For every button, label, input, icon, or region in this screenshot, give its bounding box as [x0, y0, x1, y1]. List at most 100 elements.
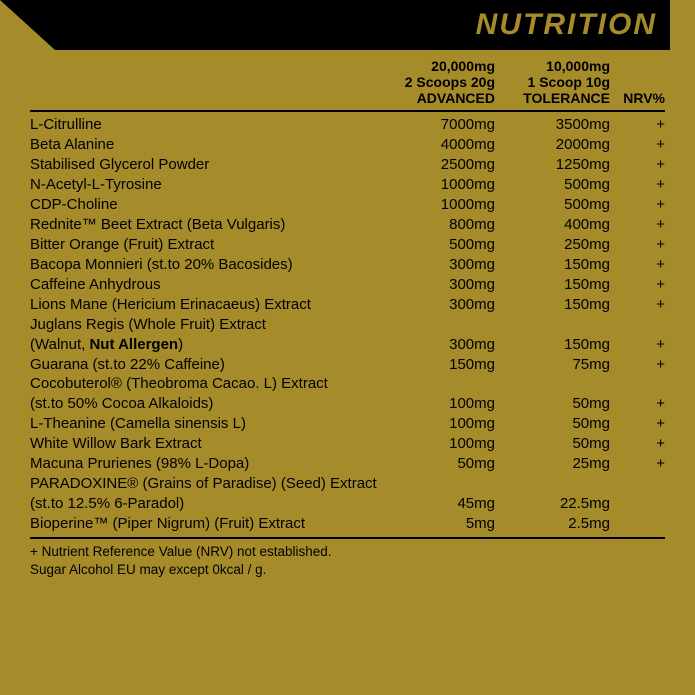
table-row: N-Acetyl-L-Tyrosine1000mg500mg+ — [30, 175, 665, 195]
table-row: Lions Mane (Hericium Erinacaeus) Extract… — [30, 295, 665, 315]
table-row: Stabilised Glycerol Powder2500mg1250mg+ — [30, 155, 665, 175]
ingredient-name: Rednite™ Beet Extract (Beta Vulgaris) — [30, 215, 380, 235]
value-tolerance: 25mg — [495, 454, 610, 474]
col-tol-l2: 1 Scoop 10g — [501, 74, 610, 90]
nutrition-panel: 20,000mg 2 Scoops 20g ADVANCED 10,000mg … — [0, 58, 695, 579]
value-nrv: + — [610, 175, 665, 195]
ingredient-name: Guarana (st.to 22% Caffeine) — [30, 355, 380, 375]
ingredient-name: L-Theanine (Camella sinensis L) — [30, 414, 380, 434]
col-advanced: 20,000mg 2 Scoops 20g ADVANCED — [380, 58, 495, 106]
value-nrv: + — [610, 394, 665, 414]
value-tolerance: 150mg — [495, 295, 610, 315]
col-adv-l1: 20,000mg — [380, 58, 495, 74]
ingredient-name: (Walnut, Nut Allergen) — [30, 335, 380, 355]
value-nrv: + — [610, 215, 665, 235]
table-row: L-Theanine (Camella sinensis L)100mg50mg… — [30, 414, 665, 434]
table-row: Beta Alanine4000mg2000mg+ — [30, 135, 665, 155]
table-row: L-Citrulline7000mg3500mg+ — [30, 115, 665, 135]
value-advanced: 7000mg — [380, 115, 495, 135]
ingredient-name: Lions Mane (Hericium Erinacaeus) Extract — [30, 295, 380, 315]
col-tolerance: 10,000mg 1 Scoop 10g TOLERANCE — [495, 58, 610, 106]
table-row: Juglans Regis (Whole Fruit) Extract — [30, 315, 665, 335]
ingredient-name: Bioperine™ (Piper Nigrum) (Fruit) Extrac… — [30, 514, 380, 534]
col-adv-l2: 2 Scoops 20g — [380, 74, 495, 90]
nutrition-title: NUTRITION — [476, 0, 657, 50]
table-row: Cocobuterol® (Theobroma Cacao. L) Extrac… — [30, 374, 665, 394]
table-row: Rednite™ Beet Extract (Beta Vulgaris)800… — [30, 215, 665, 235]
value-nrv: + — [610, 135, 665, 155]
col-tol-l3: TOLERANCE — [501, 90, 610, 106]
table-row: Macuna Prurienes (98% L-Dopa)50mg25mg+ — [30, 454, 665, 474]
table-row: Bacopa Monnieri (st.to 20% Bacosides)300… — [30, 255, 665, 275]
col-nrv: NRV% — [610, 58, 665, 106]
ingredient-name: N-Acetyl-L-Tyrosine — [30, 175, 380, 195]
value-advanced: 300mg — [380, 255, 495, 275]
footnotes: + Nutrient Reference Value (NRV) not est… — [30, 539, 665, 579]
value-advanced: 5mg — [380, 514, 495, 534]
table-row: White Willow Bark Extract100mg50mg+ — [30, 434, 665, 454]
value-tolerance: 150mg — [495, 275, 610, 295]
value-advanced: 300mg — [380, 275, 495, 295]
table-row: (Walnut, Nut Allergen)300mg150mg+ — [30, 335, 665, 355]
value-tolerance: 2000mg — [495, 135, 610, 155]
value-advanced: 300mg — [380, 335, 495, 355]
table-row: (st.to 50% Cocoa Alkaloids)100mg50mg+ — [30, 394, 665, 414]
value-advanced: 100mg — [380, 414, 495, 434]
ingredient-name: White Willow Bark Extract — [30, 434, 380, 454]
ingredient-name: PARADOXINE® (Grains of Paradise) (Seed) … — [30, 474, 665, 494]
value-advanced: 100mg — [380, 394, 495, 414]
col-tol-l1: 10,000mg — [501, 58, 610, 74]
value-nrv: + — [610, 295, 665, 315]
value-tolerance: 2.5mg — [495, 514, 610, 534]
table-row: Guarana (st.to 22% Caffeine)150mg75mg+ — [30, 355, 665, 375]
table-row: Caffeine Anhydrous300mg150mg+ — [30, 275, 665, 295]
value-nrv: + — [610, 355, 665, 375]
value-advanced: 150mg — [380, 355, 495, 375]
ingredient-name: Beta Alanine — [30, 135, 380, 155]
ingredient-name: Macuna Prurienes (98% L-Dopa) — [30, 454, 380, 474]
table-row: PARADOXINE® (Grains of Paradise) (Seed) … — [30, 474, 665, 494]
value-tolerance: 50mg — [495, 434, 610, 454]
ingredient-name: (st.to 12.5% 6-Paradol) — [30, 494, 380, 514]
value-nrv: + — [610, 335, 665, 355]
value-tolerance: 500mg — [495, 195, 610, 215]
value-advanced: 1000mg — [380, 175, 495, 195]
value-tolerance: 150mg — [495, 335, 610, 355]
value-tolerance: 22.5mg — [495, 494, 610, 514]
value-nrv: + — [610, 155, 665, 175]
column-headers: 20,000mg 2 Scoops 20g ADVANCED 10,000mg … — [30, 58, 665, 112]
value-advanced: 100mg — [380, 434, 495, 454]
value-nrv: + — [610, 454, 665, 474]
value-nrv: + — [610, 414, 665, 434]
value-tolerance: 75mg — [495, 355, 610, 375]
value-advanced: 2500mg — [380, 155, 495, 175]
value-tolerance: 400mg — [495, 215, 610, 235]
ingredient-name: Caffeine Anhydrous — [30, 275, 380, 295]
ingredient-name: L-Citrulline — [30, 115, 380, 135]
value-nrv: + — [610, 255, 665, 275]
ingredient-name: (st.to 50% Cocoa Alkaloids) — [30, 394, 380, 414]
value-advanced: 4000mg — [380, 135, 495, 155]
col-adv-l3: ADVANCED — [380, 90, 495, 106]
header-band: NUTRITION — [0, 0, 695, 50]
table-row: Bitter Orange (Fruit) Extract500mg250mg+ — [30, 235, 665, 255]
allergen-bold: Nut Allergen — [89, 336, 178, 353]
value-advanced: 50mg — [380, 454, 495, 474]
value-nrv: + — [610, 235, 665, 255]
value-nrv: + — [610, 115, 665, 135]
value-tolerance: 500mg — [495, 175, 610, 195]
table-row: CDP-Choline1000mg500mg+ — [30, 195, 665, 215]
value-tolerance: 50mg — [495, 394, 610, 414]
value-advanced: 300mg — [380, 295, 495, 315]
nutrition-rows: L-Citrulline7000mg3500mg+Beta Alanine400… — [30, 112, 665, 539]
ingredient-name: Cocobuterol® (Theobroma Cacao. L) Extrac… — [30, 374, 665, 394]
ingredient-name: Stabilised Glycerol Powder — [30, 155, 380, 175]
footnote-2: Sugar Alcohol EU may except 0kcal / g. — [30, 561, 665, 579]
ingredient-name: Juglans Regis (Whole Fruit) Extract — [30, 315, 665, 335]
value-advanced: 800mg — [380, 215, 495, 235]
value-tolerance: 250mg — [495, 235, 610, 255]
value-tolerance: 1250mg — [495, 155, 610, 175]
value-tolerance: 3500mg — [495, 115, 610, 135]
value-tolerance: 50mg — [495, 414, 610, 434]
value-advanced: 1000mg — [380, 195, 495, 215]
